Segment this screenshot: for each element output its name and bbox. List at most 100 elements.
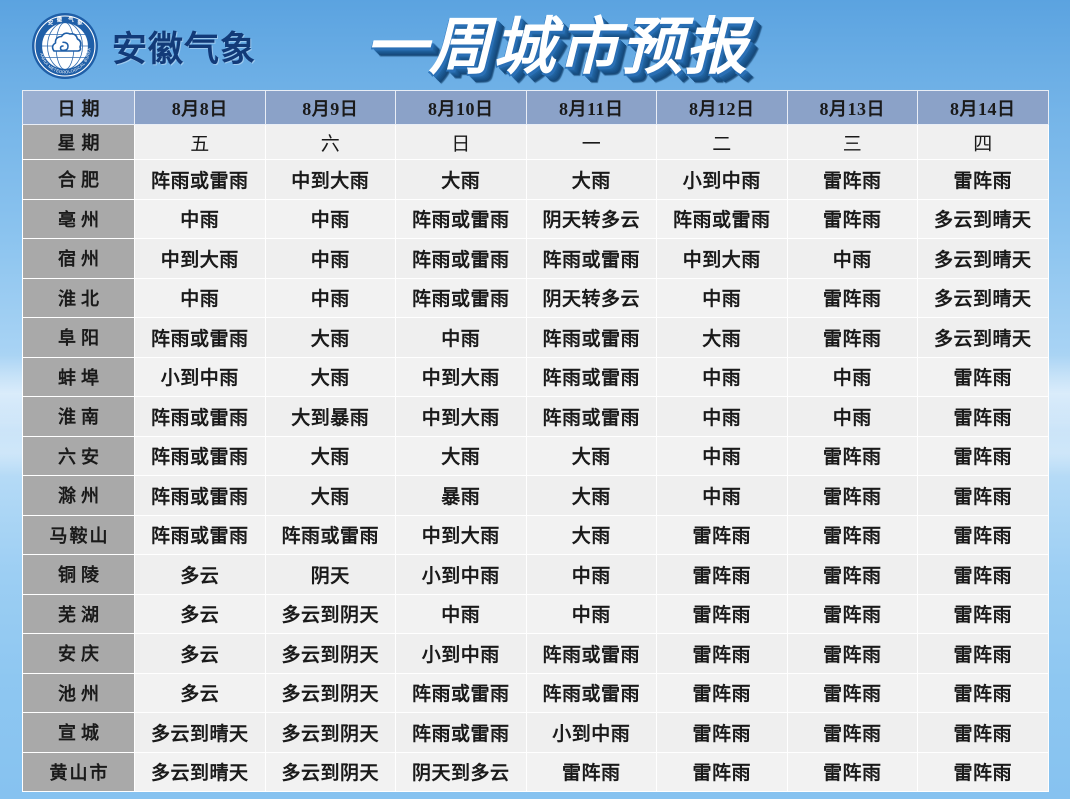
forecast-cell: 中雨 <box>656 435 788 476</box>
forecast-cell: 中到大雨 <box>264 159 396 200</box>
forecast-cell: 中雨 <box>264 277 396 318</box>
forecast-cell: 中雨 <box>264 198 396 239</box>
forecast-cell: 多云 <box>134 672 266 713</box>
forecast-cell: 阴天转多云 <box>525 198 657 239</box>
date-header-cell: 8月13日 <box>786 90 918 125</box>
forecast-cell: 多云到阴天 <box>264 672 396 713</box>
forecast-cell: 中雨 <box>786 238 918 279</box>
forecast-cell: 阵雨或雷雨 <box>525 317 657 358</box>
forecast-cell: 雷阵雨 <box>656 593 788 634</box>
date-header-cell: 8月8日 <box>134 90 266 125</box>
table-row: 六安 阵雨或雷雨 大雨 大雨 大雨 中雨 雷阵雨 雷阵雨 <box>22 435 1049 476</box>
forecast-cell: 阵雨或雷雨 <box>525 238 657 279</box>
forecast-cell: 雷阵雨 <box>656 554 788 595</box>
city-label: 淮北 <box>22 277 135 318</box>
forecast-cell: 阴天 <box>264 554 396 595</box>
forecast-cell: 阵雨或雷雨 <box>395 238 527 279</box>
table-row: 宿州 中到大雨 中雨 阵雨或雷雨 阵雨或雷雨 中到大雨 中雨 多云到晴天 <box>22 238 1049 279</box>
forecast-cell: 中雨 <box>786 356 918 397</box>
forecast-cell: 阵雨或雷雨 <box>134 475 266 516</box>
table-row: 池州 多云 多云到阴天 阵雨或雷雨 阵雨或雷雨 雷阵雨 雷阵雨 雷阵雨 <box>22 672 1049 713</box>
table-row: 安庆 多云 多云到阴天 小到中雨 阵雨或雷雨 雷阵雨 雷阵雨 雷阵雨 <box>22 633 1049 674</box>
forecast-cell: 雷阵雨 <box>786 633 918 674</box>
date-header-cell: 8月11日 <box>525 90 657 125</box>
forecast-cell: 中到大雨 <box>395 396 527 437</box>
date-header-cell: 8月14日 <box>917 90 1049 125</box>
weekday-cell: 四 <box>917 124 1049 160</box>
weekday-cell: 二 <box>656 124 788 160</box>
forecast-cell: 小到中雨 <box>395 554 527 595</box>
forecast-cell: 中到大雨 <box>395 514 527 555</box>
forecast-cell: 大雨 <box>525 475 657 516</box>
forecast-cell: 多云到阴天 <box>264 751 396 792</box>
forecast-cell: 雷阵雨 <box>656 672 788 713</box>
table-row: 合肥 阵雨或雷雨 中到大雨 大雨 大雨 小到中雨 雷阵雨 雷阵雨 <box>22 159 1049 200</box>
forecast-cell: 阵雨或雷雨 <box>656 198 788 239</box>
forecast-cell: 小到中雨 <box>656 159 788 200</box>
forecast-cell: 阵雨或雷雨 <box>525 356 657 397</box>
city-label: 宣城 <box>22 712 135 753</box>
forecast-cell: 雷阵雨 <box>786 672 918 713</box>
forecast-cell: 雷阵雨 <box>656 514 788 555</box>
forecast-cell: 多云到晴天 <box>134 712 266 753</box>
forecast-cell: 中雨 <box>395 593 527 634</box>
forecast-cell: 多云 <box>134 554 266 595</box>
forecast-cell: 雷阵雨 <box>786 198 918 239</box>
forecast-cell: 雷阵雨 <box>917 554 1049 595</box>
table-row: 淮南 阵雨或雷雨 大到暴雨 中到大雨 阵雨或雷雨 中雨 中雨 雷阵雨 <box>22 396 1049 437</box>
forecast-cell: 中到大雨 <box>656 238 788 279</box>
city-label: 蚌埠 <box>22 356 135 397</box>
city-label: 阜阳 <box>22 317 135 358</box>
forecast-cell: 雷阵雨 <box>786 751 918 792</box>
city-label: 六安 <box>22 435 135 476</box>
forecast-cell: 雷阵雨 <box>917 633 1049 674</box>
date-row-label: 日期 <box>22 90 135 125</box>
forecast-cell: 阴天转多云 <box>525 277 657 318</box>
forecast-cell: 多云到晴天 <box>917 238 1049 279</box>
forecast-cell: 阵雨或雷雨 <box>395 198 527 239</box>
page-header: 安 徽 气 象 ANHUI METEOROLOGICAL BUREAU 安徽气象… <box>0 0 1070 92</box>
forecast-cell: 雷阵雨 <box>786 475 918 516</box>
forecast-cell: 阵雨或雷雨 <box>134 317 266 358</box>
forecast-cell: 小到中雨 <box>134 356 266 397</box>
table-row: 淮北 中雨 中雨 阵雨或雷雨 阴天转多云 中雨 雷阵雨 多云到晴天 <box>22 277 1049 318</box>
forecast-cell: 中雨 <box>656 396 788 437</box>
forecast-cell: 阵雨或雷雨 <box>134 159 266 200</box>
forecast-cell: 大到暴雨 <box>264 396 396 437</box>
forecast-cell: 多云到阴天 <box>264 593 396 634</box>
forecast-cell: 大雨 <box>264 475 396 516</box>
forecast-cell: 大雨 <box>656 317 788 358</box>
forecast-cell: 阵雨或雷雨 <box>264 514 396 555</box>
table-row: 黄山市 多云到晴天 多云到阴天 阴天到多云 雷阵雨 雷阵雨 雷阵雨 雷阵雨 <box>22 751 1049 792</box>
forecast-cell: 中雨 <box>656 356 788 397</box>
forecast-cell: 大雨 <box>525 435 657 476</box>
page-title: 一周城市预报 <box>365 14 750 82</box>
forecast-cell: 中雨 <box>134 277 266 318</box>
city-label: 黄山市 <box>22 751 135 792</box>
forecast-cell: 雷阵雨 <box>786 435 918 476</box>
forecast-cell: 中到大雨 <box>395 356 527 397</box>
forecast-cell: 雷阵雨 <box>917 751 1049 792</box>
table-row: 宣城 多云到晴天 多云到阴天 阵雨或雷雨 小到中雨 雷阵雨 雷阵雨 雷阵雨 <box>22 712 1049 753</box>
table-row: 亳州 中雨 中雨 阵雨或雷雨 阴天转多云 阵雨或雷雨 雷阵雨 多云到晴天 <box>22 198 1049 239</box>
forecast-cell: 雷阵雨 <box>786 593 918 634</box>
forecast-cell: 阵雨或雷雨 <box>525 396 657 437</box>
forecast-cell: 阵雨或雷雨 <box>395 712 527 753</box>
forecast-cell: 雷阵雨 <box>917 435 1049 476</box>
forecast-cell: 大雨 <box>264 356 396 397</box>
forecast-cell: 雷阵雨 <box>917 159 1049 200</box>
forecast-cell: 阵雨或雷雨 <box>525 672 657 713</box>
table-row: 蚌埠 小到中雨 大雨 中到大雨 阵雨或雷雨 中雨 中雨 雷阵雨 <box>22 356 1049 397</box>
forecast-cell: 中雨 <box>525 593 657 634</box>
forecast-cell: 中雨 <box>395 317 527 358</box>
city-label: 芜湖 <box>22 593 135 634</box>
table-row: 滁州 阵雨或雷雨 大雨 暴雨 大雨 中雨 雷阵雨 雷阵雨 <box>22 475 1049 516</box>
table-row: 铜陵 多云 阴天 小到中雨 中雨 雷阵雨 雷阵雨 雷阵雨 <box>22 554 1049 595</box>
forecast-cell: 雷阵雨 <box>786 277 918 318</box>
page-title-wrapper: 一周城市预报 <box>365 6 865 90</box>
table-row: 阜阳 阵雨或雷雨 大雨 中雨 阵雨或雷雨 大雨 雷阵雨 多云到晴天 <box>22 317 1049 358</box>
forecast-cell: 阵雨或雷雨 <box>395 672 527 713</box>
forecast-cell: 雷阵雨 <box>917 712 1049 753</box>
city-label: 宿州 <box>22 238 135 279</box>
forecast-cell: 雷阵雨 <box>656 751 788 792</box>
